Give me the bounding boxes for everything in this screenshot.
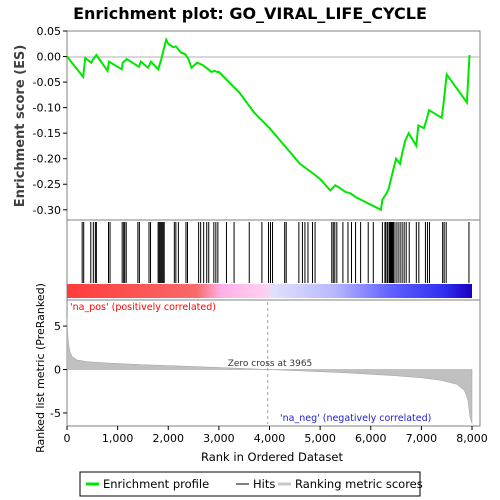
es-y-tick-label: -0.20	[33, 153, 61, 166]
hit-lines	[81, 222, 470, 283]
es-y-axis-label: Enrichment score (ES)	[13, 45, 28, 208]
es-y-tick-label: 0.00	[37, 51, 62, 64]
x-tick-label: 0	[64, 432, 71, 445]
x-tick-label: 4,000	[254, 432, 286, 445]
pos-correlated-label: 'na_pos' (positively correlated)	[70, 302, 216, 313]
ranking-y-tick-label: 5	[54, 320, 61, 333]
legend-box	[79, 471, 421, 497]
es-y-tick-label: -0.30	[33, 204, 61, 217]
es-panel-frame	[66, 30, 481, 221]
neg-correlated-label: 'na_neg' (negatively correlated)	[280, 413, 431, 424]
ranking-panel-frame	[66, 299, 481, 427]
zero-cross-label: Zero cross at 3965	[228, 359, 313, 369]
x-tick-label: 2,000	[153, 432, 185, 445]
es-y-axis: 0.05 0.00 -0.05 -0.10 -0.15 -0.20 -0.25 -0.30	[33, 25, 67, 217]
es-y-tick-label: -0.10	[33, 102, 61, 115]
x-tick-label: 6,000	[355, 432, 387, 445]
x-tick-label: 1,000	[102, 432, 134, 445]
es-y-tick-label: -0.05	[33, 76, 61, 89]
ranking-y-tick-label: 0	[54, 364, 61, 377]
rank-color-bar	[67, 284, 472, 298]
x-tick-label: 3,000	[203, 432, 235, 445]
es-y-tick-label: -0.25	[33, 178, 61, 191]
x-tick-label: 8,000	[456, 432, 488, 445]
legend-hits-label: Hits	[253, 477, 275, 491]
x-tick-label: 7,000	[406, 432, 438, 445]
x-axis: 0 1,000 2,000 3,000 4,000 5,000 6,000 7,000 8,00…	[64, 426, 488, 445]
x-axis-label: Rank in Ordered Dataset	[201, 450, 344, 464]
ranking-y-axis-label: Ranked list metric (PreRanked)	[34, 283, 47, 453]
es-y-tick-label: -0.15	[33, 127, 61, 140]
x-tick-label: 5,000	[304, 432, 336, 445]
legend-ranking-label: Ranking metric scores	[295, 477, 423, 491]
ranking-y-axis: 5 0 -5	[50, 320, 67, 420]
chart-title: Enrichment plot: GO_VIRAL_LIFE_CYCLE	[73, 4, 427, 23]
enrichment-profile-line	[66, 36, 471, 212]
legend-enrichment-label: Enrichment profile	[103, 477, 209, 491]
es-y-tick-label: 0.05	[37, 25, 62, 38]
ranking-y-tick-label: -5	[50, 407, 61, 420]
